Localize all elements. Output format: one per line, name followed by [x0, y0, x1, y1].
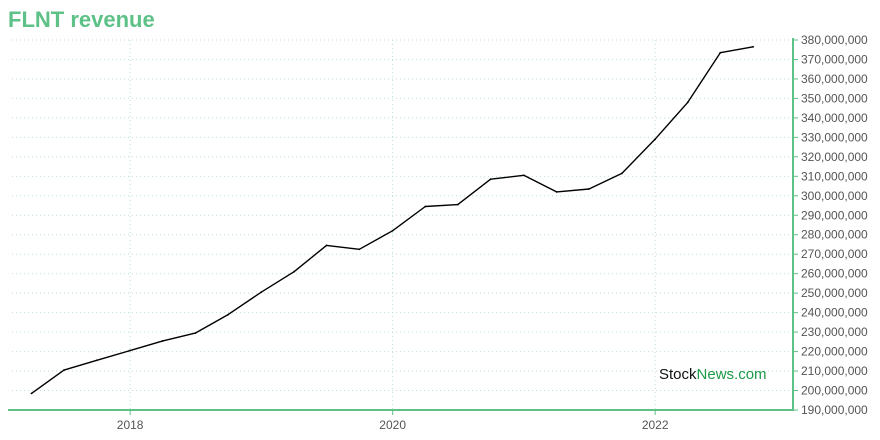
y-tick-label: 270,000,000	[801, 247, 868, 261]
line-segment	[63, 359, 98, 371]
data-point	[555, 191, 558, 193]
data-point	[424, 205, 427, 208]
data-point	[654, 138, 656, 141]
y-tick-label: 370,000,000	[801, 52, 868, 66]
data-point	[260, 291, 263, 294]
y-tick-label: 210,000,000	[801, 364, 868, 378]
y-tick-label: 300,000,000	[801, 189, 868, 203]
line-segment	[457, 178, 492, 206]
data-point	[194, 332, 197, 334]
line-segment	[391, 205, 426, 232]
line-segment	[96, 349, 131, 361]
y-tick-label: 280,000,000	[801, 228, 868, 242]
line-segment	[30, 369, 65, 395]
tick-labels: 190,000,000 200,000,000 210,000,000 220,000…	[117, 33, 868, 432]
data-point	[30, 392, 33, 395]
line-segment	[358, 230, 394, 251]
series-layer	[30, 45, 754, 395]
data-point	[63, 369, 65, 371]
line-segment	[588, 172, 623, 190]
grid-lines	[12, 39, 793, 410]
line-segment	[654, 101, 689, 141]
y-tick-label: 330,000,000	[801, 130, 868, 144]
data-point	[522, 174, 525, 177]
chart-title: FLNT revenue	[8, 7, 155, 32]
data-point	[719, 51, 722, 54]
data-point	[391, 229, 394, 232]
line-segment	[687, 52, 721, 104]
data-point	[95, 359, 98, 362]
y-tick-label: 230,000,000	[801, 325, 868, 339]
y-tick-label: 320,000,000	[801, 150, 868, 164]
line-segment	[194, 313, 229, 334]
y-tick-label: 360,000,000	[801, 72, 868, 86]
x-tick-label: 2020	[379, 418, 406, 432]
watermark-part-news: News	[697, 366, 735, 383]
line-segment	[489, 174, 525, 180]
data-point	[161, 340, 164, 342]
line-segment	[162, 332, 197, 342]
line-segment	[293, 244, 328, 273]
data-point	[293, 270, 295, 273]
data-point	[358, 248, 361, 251]
watermark-part-stock: Stock	[659, 366, 697, 383]
y-tick-label: 240,000,000	[801, 306, 868, 320]
line-segment	[424, 203, 459, 208]
y-tick-label: 200,000,000	[801, 384, 868, 398]
data-point	[325, 244, 328, 247]
line-segment	[260, 271, 295, 293]
line-segment	[555, 188, 590, 193]
data-point	[456, 203, 459, 206]
data-point	[227, 313, 230, 316]
line-segment	[523, 174, 558, 193]
y-tick-label: 340,000,000	[801, 111, 868, 125]
stocknews-watermark: StockNews.com	[659, 366, 767, 383]
x-tick-label: 2018	[117, 418, 144, 432]
y-tick-label: 350,000,000	[801, 91, 868, 105]
y-tick-label: 380,000,000	[801, 33, 868, 47]
y-tick-label: 310,000,000	[801, 169, 868, 183]
watermark-part-com: .com	[734, 366, 767, 383]
axes	[8, 38, 798, 415]
line-segment	[227, 291, 262, 316]
line-segment	[129, 340, 164, 352]
y-tick-label: 260,000,000	[801, 267, 868, 281]
data-point	[686, 101, 689, 104]
data-point	[129, 349, 131, 352]
line-segment	[325, 244, 360, 251]
y-tick-label: 220,000,000	[801, 345, 868, 359]
line-segment	[621, 138, 656, 175]
y-tick-label: 190,000,000	[801, 403, 868, 417]
data-point	[752, 45, 754, 48]
line-segment	[719, 46, 754, 54]
x-tick-label: 2022	[642, 418, 669, 432]
data-point	[588, 188, 590, 190]
y-tick-label: 290,000,000	[801, 208, 868, 222]
data-point	[489, 178, 492, 181]
data-point	[621, 172, 623, 175]
y-tick-label: 250,000,000	[801, 286, 868, 300]
